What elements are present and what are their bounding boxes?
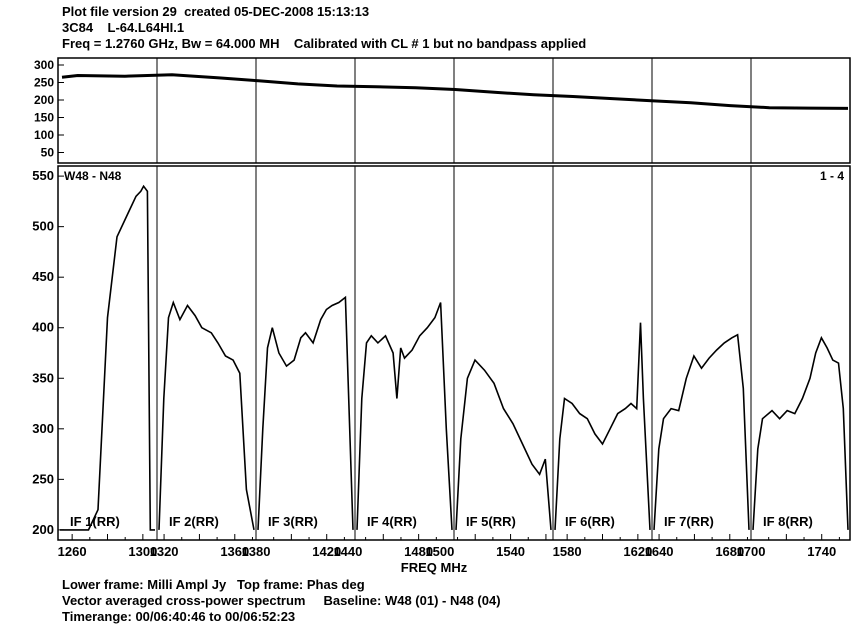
amplitude-series-if-5 <box>455 358 552 530</box>
amplitude-series-if-4 <box>356 302 453 530</box>
x-tick-label: 1380 <box>242 544 271 559</box>
bottom-frame-title: W48 - N48 <box>64 169 122 183</box>
if-panel-label: IF 5(RR) <box>466 514 516 529</box>
top-y-tick-label: 200 <box>34 93 54 107</box>
plot-header-line-2: 3C84 L-64.L64HI.1 <box>62 20 185 35</box>
bottom-y-tick-label: 300 <box>32 421 54 436</box>
x-tick-label: 1300 <box>128 544 157 559</box>
top-y-tick-label: 50 <box>41 146 55 160</box>
bottom-y-tick-label: 550 <box>32 168 54 183</box>
if-panel-label: IF 1(RR) <box>70 514 120 529</box>
if-panel-label: IF 6(RR) <box>565 514 615 529</box>
if-panel-label: IF 3(RR) <box>268 514 318 529</box>
plot-footer-line-2: Vector averaged cross-power spectrum Bas… <box>62 593 501 608</box>
x-tick-label: 1360 <box>220 544 249 559</box>
x-axis-title: FREQ MHz <box>401 560 468 575</box>
x-tick-label: 1640 <box>645 544 674 559</box>
top-y-tick-label: 250 <box>34 76 54 90</box>
x-tick-label: 1580 <box>553 544 582 559</box>
top-y-tick-label: 300 <box>34 58 54 72</box>
plot-header-line-3: Freq = 1.2760 GHz, Bw = 64.000 MH Calibr… <box>62 36 587 51</box>
if-panel-label: IF 2(RR) <box>169 514 219 529</box>
x-tick-label: 1740 <box>807 544 836 559</box>
top-y-tick-label: 100 <box>34 128 54 142</box>
x-tick-label: 1540 <box>496 544 525 559</box>
x-tick-label: 1500 <box>425 544 454 559</box>
x-tick-label: 1440 <box>333 544 362 559</box>
if-panel-label: IF 4(RR) <box>367 514 417 529</box>
bottom-y-tick-label: 350 <box>32 370 54 385</box>
x-tick-label: 1700 <box>737 544 766 559</box>
plot-header-line-1: Plot file version 29 created 05-DEC-2008… <box>62 4 370 19</box>
amplitude-series-if-1 <box>60 184 155 531</box>
bottom-y-tick-label: 450 <box>32 269 54 284</box>
amplitude-series-if-2 <box>158 300 255 531</box>
amplitude-series-if-6 <box>554 322 651 530</box>
x-tick-label: 1320 <box>150 544 179 559</box>
x-tick-label: 1260 <box>58 544 87 559</box>
bottom-y-tick-label: 400 <box>32 320 54 335</box>
bottom-frame-corner-label: 1 - 4 <box>820 169 844 183</box>
plot-footer-line-1: Lower frame: Milli Ampl Jy Top frame: Ph… <box>62 577 365 592</box>
x-tick-label: 1480 <box>404 544 433 559</box>
bottom-y-tick-label: 500 <box>32 219 54 234</box>
x-tick-label: 1420 <box>312 544 341 559</box>
x-tick-label: 1620 <box>623 544 652 559</box>
top-y-tick-label: 150 <box>34 111 54 125</box>
if-panel-label: IF 7(RR) <box>664 514 714 529</box>
amplitude-series-if-3 <box>257 295 354 530</box>
plot-footer-line-3: Timerange: 00/06:40:46 to 00/06:52:23 <box>62 609 296 624</box>
amplitude-series-if-7 <box>653 333 750 530</box>
x-tick-label: 1680 <box>715 544 744 559</box>
bottom-y-tick-label: 250 <box>32 471 54 486</box>
amplitude-series-if-8 <box>752 335 849 530</box>
bottom-y-tick-label: 200 <box>32 522 54 537</box>
top-phase-series <box>61 73 849 110</box>
if-panel-label: IF 8(RR) <box>763 514 813 529</box>
